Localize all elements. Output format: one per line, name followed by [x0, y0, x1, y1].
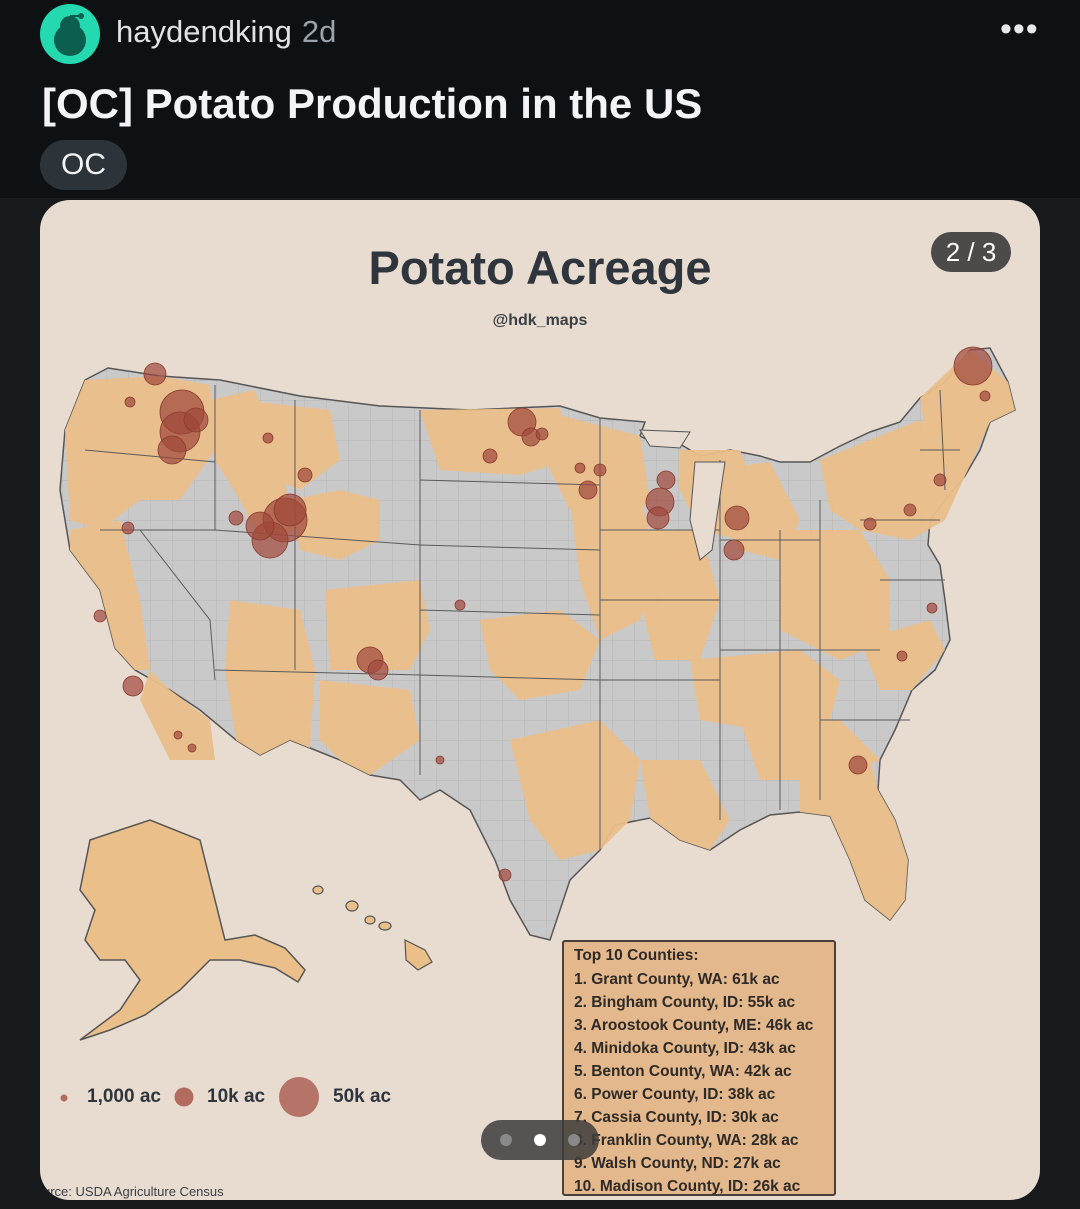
more-options-icon[interactable]: •••	[1000, 10, 1039, 48]
post-title: [OC] Potato Production in the US	[42, 80, 703, 127]
county-item: 10. Madison County, ID: 26k ac	[574, 1178, 801, 1195]
map-bubbles	[93, 346, 993, 882]
map-potato-regions	[65, 350, 1015, 920]
county-item: 1. Grant County, WA: 61k ac	[574, 971, 780, 988]
legend-label-10k: 10k ac	[207, 1086, 266, 1107]
us-map	[59, 346, 1016, 1117]
county-item: 4. Minidoka County, ID: 43k ac	[574, 1040, 796, 1057]
county-item: 5. Benton County, WA: 42k ac	[574, 1063, 792, 1080]
top-counties-heading: Top 10 Counties:	[574, 947, 699, 964]
post-age: 2d	[301, 14, 337, 49]
map-title: Potato Acreage	[368, 241, 712, 294]
legend-label-50k: 50k ac	[333, 1086, 392, 1107]
legend-bubble-small	[60, 1094, 68, 1102]
map-alaska	[79, 819, 306, 1041]
legend-bubble-large	[279, 1077, 319, 1117]
flair-badge[interactable]: OC	[40, 140, 127, 190]
map-state-borders	[84, 385, 960, 850]
carousel-indicator	[481, 1120, 599, 1160]
user-avatar[interactable]	[40, 4, 100, 64]
image-card[interactable]: Potato Acreage @hdk_maps 2 / 3 1,000 ac …	[40, 200, 1040, 1200]
county-item: 6. Power County, ID: 38k ac	[574, 1086, 776, 1103]
legend-label-1000: 1,000 ac	[87, 1086, 161, 1107]
snoo-icon	[54, 13, 86, 56]
county-item: 3. Aroostook County, ME: 46k ac	[574, 1017, 814, 1034]
county-item: 9. Walsh County, ND: 27k ac	[574, 1155, 781, 1172]
county-item: 7. Cassia County, ID: 30k ac	[574, 1109, 779, 1126]
top-counties-box: Top 10 Counties: 1. Grant County, WA: 61…	[562, 940, 836, 1196]
county-item: 2. Bingham County, ID: 55k ac	[574, 994, 796, 1011]
image-counter: 2 / 3	[931, 232, 1011, 272]
source-note: urce: USDA Agriculture Census	[43, 1184, 224, 1199]
post-author[interactable]: haydendking 2d	[116, 14, 336, 50]
legend-bubble-medium	[174, 1087, 194, 1107]
carousel-dot-3[interactable]	[568, 1134, 580, 1146]
county-item: 8. Franklin County, WA: 28k ac	[574, 1132, 799, 1149]
carousel-dot-2[interactable]	[534, 1134, 546, 1146]
map-credit: @hdk_maps	[492, 312, 588, 329]
username-text[interactable]: haydendking	[116, 14, 292, 49]
map-hawaii	[312, 885, 433, 971]
carousel-dot-1[interactable]	[500, 1134, 512, 1146]
post-header: haydendking 2d ••• [OC] Potato Production…	[0, 0, 1080, 198]
